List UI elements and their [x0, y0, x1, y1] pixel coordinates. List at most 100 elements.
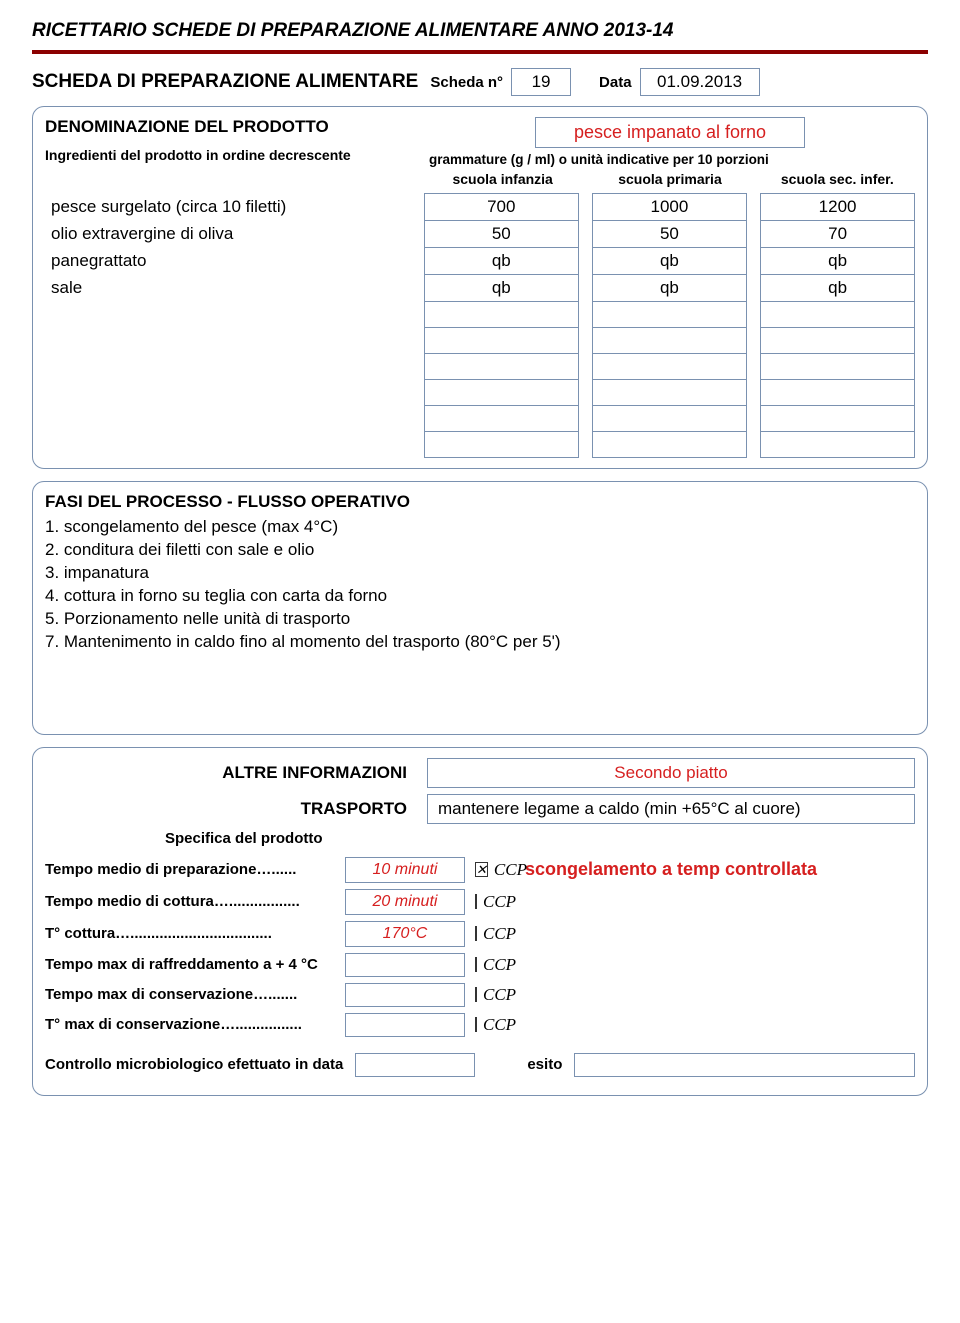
sheet-title: SCHEDA DI PREPARAZIONE ALIMENTARE — [32, 71, 418, 93]
ingredients-panel: DENOMINAZIONE DEL PRODOTTO Ingredienti d… — [32, 106, 928, 469]
ingredient-value: 50 — [593, 221, 747, 248]
phase-line: 2. conditura dei filetti con sale e olio — [45, 539, 915, 562]
ingredient-name — [45, 328, 424, 354]
ccp-cell: CCP — [475, 955, 515, 975]
denom-title: DENOMINAZIONE DEL PRODOTTO — [45, 117, 415, 137]
phases-title: FASI DEL PROCESSO - FLUSSO OPERATIVO — [45, 492, 915, 512]
ingredient-value — [761, 328, 915, 354]
ingredient-value: qb — [593, 248, 747, 275]
param-value: 20 minuti — [345, 889, 465, 915]
ingredient-name: pesce surgelato (circa 10 filetti) — [45, 194, 424, 221]
param-label: Tempo max di raffreddamento a + 4 °C — [45, 956, 335, 973]
ccp-label: CCP — [494, 860, 527, 880]
ingredient-value: 1200 — [761, 194, 915, 221]
ingredient-value — [761, 302, 915, 328]
param-value: 170°C — [345, 921, 465, 947]
ingredient-name: olio extravergine di oliva — [45, 221, 424, 248]
ingredient-name — [45, 432, 424, 458]
phase-line: 1. scongelamento del pesce (max 4°C) — [45, 516, 915, 539]
ingredient-value — [424, 432, 578, 458]
ingredient-value — [593, 432, 747, 458]
ccp-label: CCP — [483, 1015, 516, 1035]
param-value — [345, 1013, 465, 1037]
header-divider — [32, 50, 928, 54]
ingredient-value — [593, 302, 747, 328]
ingredient-name — [45, 302, 424, 328]
ingredient-name: panegrattato — [45, 248, 424, 275]
ingredient-value — [761, 380, 915, 406]
table-row — [45, 432, 915, 458]
ingredient-value — [424, 328, 578, 354]
table-row: panegrattatoqbqbqb — [45, 248, 915, 275]
phases-panel: FASI DEL PROCESSO - FLUSSO OPERATIVO 1. … — [32, 481, 928, 735]
ccp-checkbox[interactable] — [475, 926, 477, 941]
ingredient-value — [424, 354, 578, 380]
ccp-label: CCP — [483, 985, 516, 1005]
table-row: olio extravergine di oliva505070 — [45, 221, 915, 248]
ingredient-value: qb — [593, 275, 747, 302]
ingredient-value — [761, 354, 915, 380]
ccp-cell: CCP — [475, 1015, 515, 1035]
ingredient-value: qb — [761, 248, 915, 275]
ingredient-value — [593, 380, 747, 406]
ccp-cell: CCP — [475, 892, 515, 912]
ingredient-name — [45, 406, 424, 432]
table-row — [45, 406, 915, 432]
ingredient-name — [45, 380, 424, 406]
phase-line: 7. Mantenimento in caldo fino al momento… — [45, 631, 915, 654]
table-row — [45, 380, 915, 406]
other-info-value: Secondo piatto — [427, 758, 915, 788]
other-info-label: ALTRE INFORMAZIONI — [45, 763, 415, 783]
ingredient-value: qb — [424, 248, 578, 275]
ingredient-value — [424, 380, 578, 406]
ccp-cell: ✕CCP — [475, 860, 515, 880]
esito-label: esito — [527, 1056, 562, 1073]
spec-label: Specifica del prodotto — [165, 830, 915, 847]
param-value — [345, 983, 465, 1007]
ccp-checkbox[interactable] — [475, 957, 477, 972]
document-title: RICETTARIO SCHEDE DI PREPARAZIONE ALIMEN… — [32, 20, 928, 42]
ingredient-name: sale — [45, 275, 424, 302]
table-row — [45, 302, 915, 328]
param-label: T° max di conservazione…................ — [45, 1016, 335, 1033]
sheet-num-value: 19 — [511, 68, 571, 96]
ingredient-value: qb — [424, 275, 578, 302]
col-head-secinf: scuola sec. infer. — [760, 171, 915, 187]
date-value: 01.09.2013 — [640, 68, 760, 96]
col-head-primaria: scuola primaria — [592, 171, 747, 187]
param-value — [345, 953, 465, 977]
ccp-label: CCP — [483, 924, 516, 944]
ccp-checkbox[interactable] — [475, 987, 477, 1002]
param-label: Tempo medio di preparazione…...... — [45, 861, 335, 878]
ccp-label: CCP — [483, 892, 516, 912]
sheet-num-label: Scheda n° — [430, 74, 503, 91]
esito-box — [574, 1053, 915, 1077]
table-row — [45, 328, 915, 354]
param-label: Tempo max di conservazione…....... — [45, 986, 335, 1003]
phase-line: 5. Porzionamento nelle unità di trasport… — [45, 608, 915, 631]
table-row: pesce surgelato (circa 10 filetti)700100… — [45, 194, 915, 221]
date-label: Data — [599, 74, 632, 91]
param-value: 10 minuti — [345, 857, 465, 883]
ingredient-value: 1000 — [593, 194, 747, 221]
table-row — [45, 354, 915, 380]
control-date-box — [355, 1053, 475, 1077]
ingredient-value: 50 — [424, 221, 578, 248]
ccp-cell: CCP — [475, 924, 515, 944]
phase-line: 4. cottura in forno su teglia con carta … — [45, 585, 915, 608]
ingredient-value: qb — [761, 275, 915, 302]
ccp-checkbox[interactable] — [475, 894, 477, 909]
transport-label: TRASPORTO — [45, 799, 415, 819]
ingredients-table: pesce surgelato (circa 10 filetti)700100… — [45, 193, 915, 458]
ingredients-subtitle: Ingredienti del prodotto in ordine decre… — [45, 147, 415, 163]
ccp-checkbox[interactable] — [475, 1017, 477, 1032]
phase-line: 3. impanatura — [45, 562, 915, 585]
ingredient-value — [593, 328, 747, 354]
ccp-cell: CCP — [475, 985, 515, 1005]
ingredient-value — [424, 302, 578, 328]
param-label: Tempo medio di cottura…................. — [45, 893, 335, 910]
ingredient-value — [593, 354, 747, 380]
ingredient-value: 70 — [761, 221, 915, 248]
ccp-checkbox[interactable]: ✕ — [475, 862, 488, 877]
transport-value: mantenere legame a caldo (min +65°C al c… — [427, 794, 915, 824]
